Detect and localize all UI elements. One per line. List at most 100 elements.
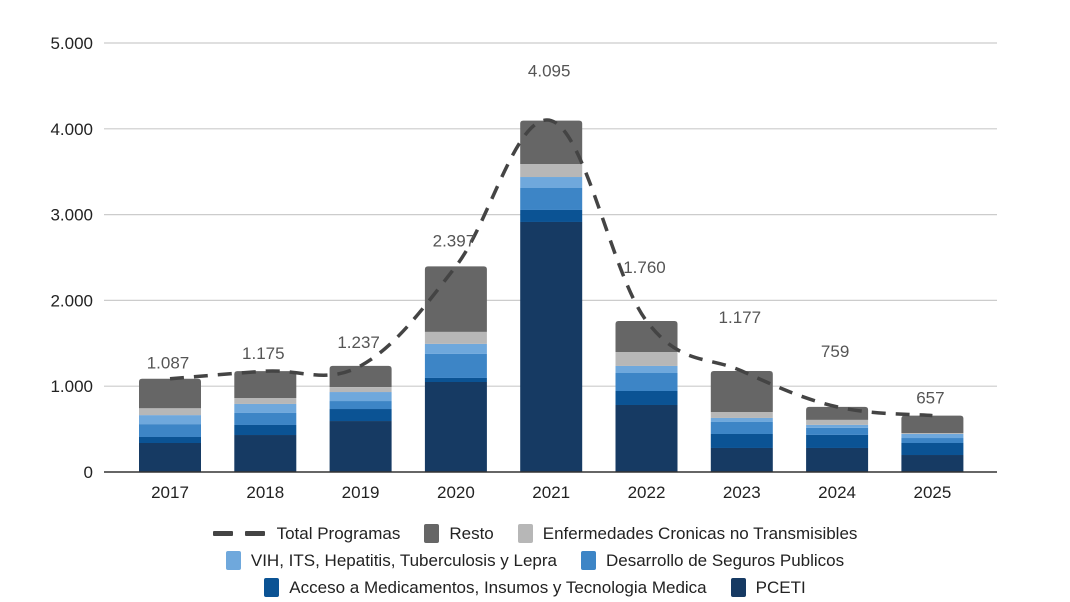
bar-segment [520,221,583,472]
legend-label: Resto [449,523,494,543]
bar-segment [901,415,964,433]
bar-segment [329,365,392,388]
bar-segment [710,447,773,472]
total-data-label: 657 [916,389,944,408]
legend-swatch-icon [730,578,746,597]
total-programas-line [169,118,933,418]
bar-segment [806,434,869,448]
x-tick-label: 2024 [818,483,856,502]
bar-segment [615,351,678,366]
legend-item[interactable]: Acceso a Medicamentos, Insumos y Tecnolo… [264,577,707,598]
legend-swatch-icon [581,551,596,570]
x-tick-label: 2020 [437,483,475,502]
bar-segment [806,424,869,428]
bar-segment [424,266,487,332]
bar-segment [234,412,297,425]
legend-item[interactable]: Enfermedades Cronicas no Transmisibles [517,523,858,544]
total-data-label: 1.237 [337,333,380,352]
bar-segment [806,447,869,472]
y-axis-ticks: 0 1.000 2.000 3.000 4.000 5.000 [50,34,93,482]
bar-segment [615,365,678,373]
bar-segment [139,436,201,443]
legend-label: PCETI [755,577,806,597]
bar-segment [615,391,678,405]
bar-segment [615,320,678,352]
x-tick-label: 2023 [723,483,761,502]
x-axis-ticks: 2017 2018 2019 2020 2021 2022 2023 2024 2025 [151,483,951,502]
total-data-label: 1.087 [147,354,190,373]
bar-segment [615,372,678,392]
bar-stack-2025 [901,415,964,472]
bar-segment [901,433,964,439]
bar-segment [139,415,201,425]
bar-segment [710,421,773,434]
legend-swatch-icon [225,551,241,570]
bar-segment [710,417,773,422]
bar-segment [139,442,201,472]
legend-swatch-icon [264,578,280,597]
bar-segment [234,435,297,472]
bar-stack-2022 [615,320,678,472]
total-data-labels: 1.087 1.175 1.237 2.397 4.095 1.760 1.177 759 65… [147,62,945,408]
bar-segment [901,442,964,456]
total-data-label: 1.760 [623,258,666,277]
bar-stack-2021 [520,120,583,472]
x-tick-label: 2017 [151,483,189,502]
legend-item[interactable]: VIH, ITS, Hepatitis, Tuberculosis y Lepr… [225,551,557,571]
x-tick-label: 2021 [532,483,570,502]
bar-stack-2020 [424,266,487,472]
legend-label: Acceso a Medicamentos, Insumos y Tecnolo… [289,577,707,597]
legend-item[interactable]: Desarrollo de Seguros Publicos [581,551,844,571]
y-tick-label: 2.000 [50,291,93,310]
y-tick-label: 1.000 [50,377,93,396]
y-tick-label: 5.000 [50,34,93,53]
total-data-label: 1.177 [719,308,762,327]
bar-segment [139,378,201,409]
bar-segment [424,381,487,472]
legend-label: Total Programas [276,523,401,543]
y-tick-label: 3.000 [50,206,93,225]
bar-segment [424,343,487,354]
legend-label: Enfermedades Cronicas no Transmisibles [542,523,858,543]
bar-segment [424,353,487,378]
bar-segment [901,455,964,472]
legend-label: Desarrollo de Seguros Publicos [606,550,845,570]
legend-item[interactable]: Total Programas [212,523,401,544]
bar-segment [710,433,773,448]
bar-segment [615,404,678,472]
bar-stack-2019 [329,365,392,472]
bars [139,120,964,472]
bar-segment [806,406,869,420]
bar-segment [329,421,392,472]
legend-item[interactable]: PCETI [730,577,806,598]
bar-segment [520,177,583,189]
legend: Total Programas Resto Enfermedades Cronica… [0,520,1070,601]
bar-segment [329,387,392,393]
x-tick-label: 2025 [913,483,951,502]
legend-item[interactable]: Resto [424,523,494,544]
bar-segment [520,163,583,178]
x-tick-label: 2019 [342,483,380,502]
x-tick-label: 2022 [628,483,666,502]
bar-segment [901,432,964,434]
bar-segment [424,377,487,382]
bar-segment [901,438,964,443]
legend-dashed-line-icon [212,524,267,543]
x-tick-label: 2018 [246,483,284,502]
bar-stack-2018 [234,371,297,472]
bar-segment [234,371,297,398]
bar-segment [329,392,392,402]
legend-row: Total Programas Resto Enfermedades Cronica… [0,520,1070,547]
bar-segment [806,419,869,425]
legend-swatch-icon [517,524,533,543]
total-data-label: 1.175 [242,344,285,363]
bar-segment [234,403,297,413]
bar-segment [139,408,201,416]
y-tick-label: 4.000 [50,120,93,139]
bar-segment [329,401,392,410]
bar-segment [710,371,773,412]
bar-segment [520,209,583,222]
bar-segment [806,427,869,435]
bar-segment [234,424,297,436]
